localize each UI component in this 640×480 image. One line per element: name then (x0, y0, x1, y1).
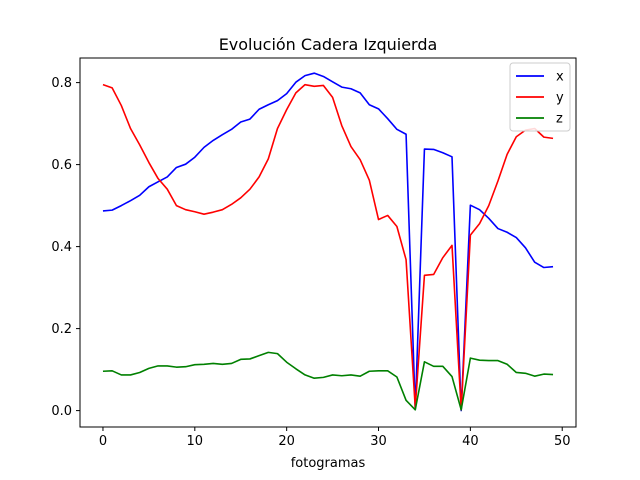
legend-label-x: x (556, 70, 564, 85)
legend: xyz (509, 62, 571, 132)
series-line-x (102, 72, 554, 412)
x-axis-label: fotogramas (291, 456, 366, 471)
series-line-z (102, 351, 554, 411)
x-tick-label: 30 (370, 434, 387, 449)
y-tick-label: 0.2 (51, 322, 72, 337)
x-tick-label: 10 (187, 434, 204, 449)
y-tick-label: 0.8 (51, 76, 72, 91)
plot-frame (79, 57, 577, 428)
y-tick-label: 0.4 (51, 240, 72, 255)
x-axis-ticks: 0 10 20 30 40 50 (99, 427, 571, 449)
y-axis-ticks: 0.0 0.2 0.4 0.6 0.8 (51, 76, 80, 419)
plot-lines (102, 72, 554, 412)
chart-title: Evolución Cadera Izquierda (219, 35, 438, 54)
legend-label-z: z (556, 112, 563, 127)
x-tick-label: 0 (99, 434, 107, 449)
y-tick-label: 0.6 (51, 158, 72, 173)
y-tick-label: 0.0 (51, 404, 72, 419)
x-tick-label: 20 (278, 434, 295, 449)
legend-label-y: y (556, 91, 564, 106)
series-line-y (102, 83, 554, 411)
x-tick-label: 40 (462, 434, 479, 449)
x-tick-label: 50 (554, 434, 571, 449)
